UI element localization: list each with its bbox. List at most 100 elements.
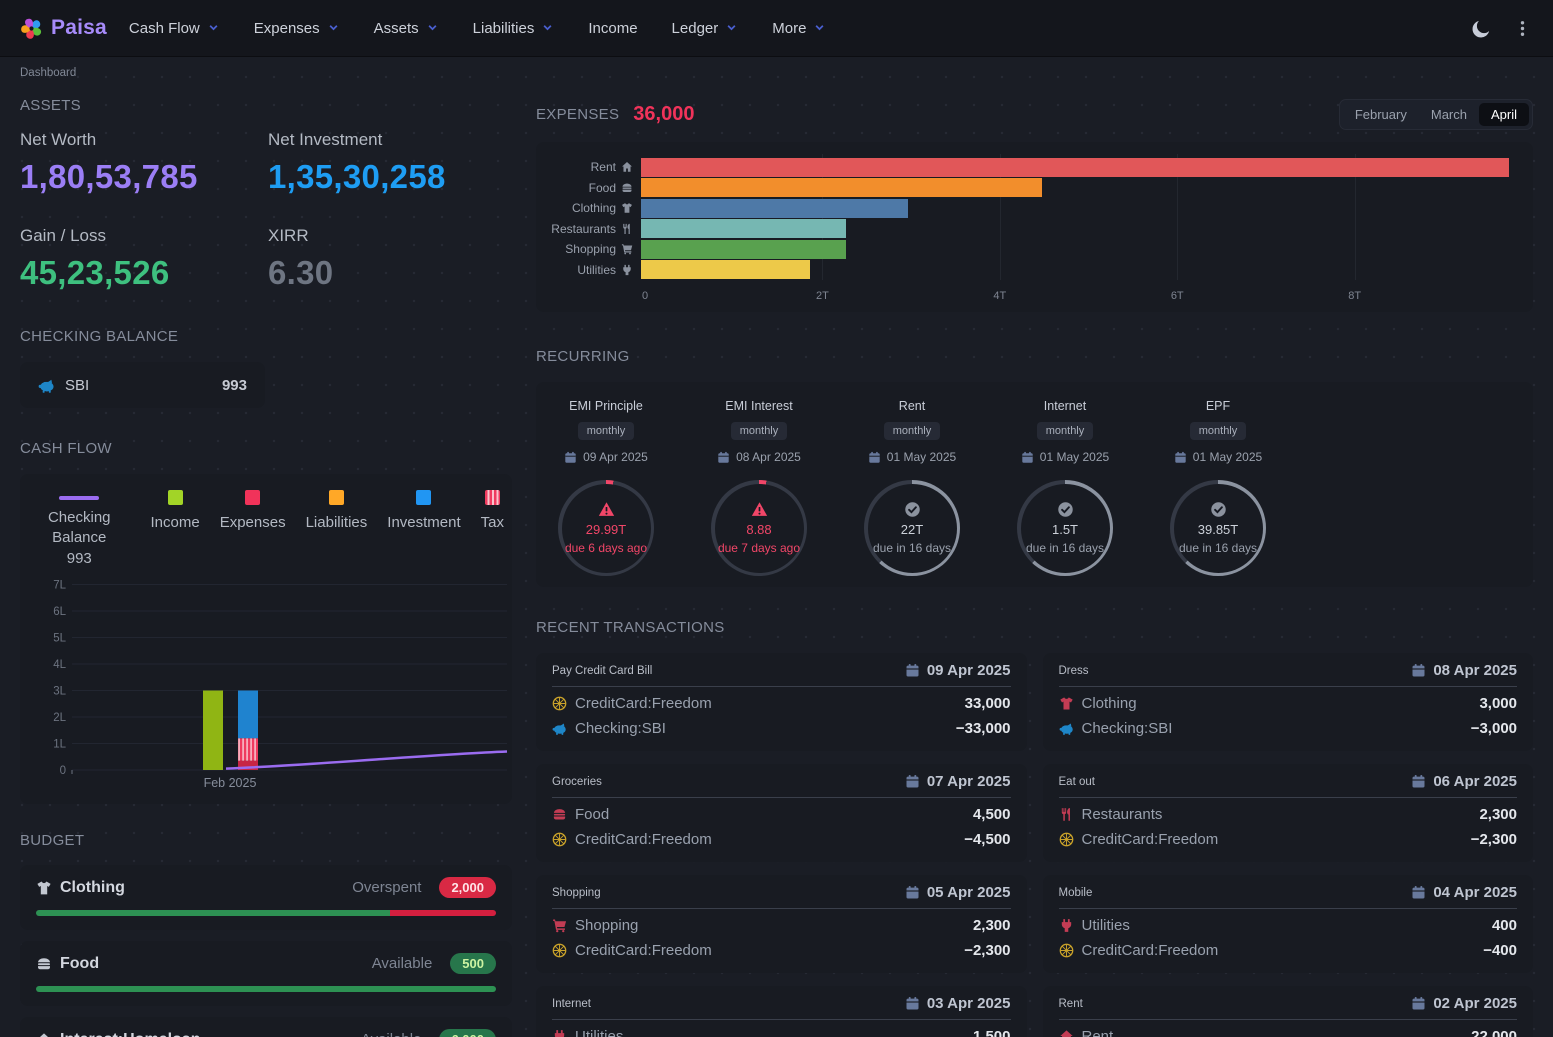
nav-item-cash-flow[interactable]: Cash Flow xyxy=(129,20,220,37)
recurring-name: EPF xyxy=(1206,399,1230,413)
coin-icon xyxy=(1059,943,1074,958)
expense-category-name: Utilities xyxy=(577,263,616,277)
posting-amount: 1,500 xyxy=(973,1028,1011,1037)
budget-status-label: Overspent xyxy=(352,879,421,896)
budget-progress-bar xyxy=(36,910,496,916)
transaction-payee: Pay Credit Card Bill xyxy=(552,665,905,677)
recurring-date: 09 Apr 2025 xyxy=(564,450,648,464)
tab-february[interactable]: February xyxy=(1343,103,1419,126)
posting-account: CreditCard:Freedom xyxy=(575,831,956,848)
posting-account: CreditCard:Freedom xyxy=(1082,831,1463,848)
legend-label: Expenses xyxy=(220,513,286,533)
paisa-logo-icon xyxy=(18,15,45,42)
transaction-date: 03 Apr 2025 xyxy=(905,995,1011,1012)
recurring-date-text: 01 May 2025 xyxy=(887,450,956,464)
chevron-icon xyxy=(426,22,439,35)
transaction-card-mobile[interactable]: Mobile04 Apr 2025Utilities400CreditCard:… xyxy=(1043,875,1534,973)
legend-item-investment[interactable]: Investment xyxy=(387,490,460,533)
account-balance: 993 xyxy=(222,377,247,394)
transaction-date-text: 05 Apr 2025 xyxy=(927,884,1011,901)
transaction-date: 09 Apr 2025 xyxy=(905,662,1011,679)
transaction-card-groceries[interactable]: Groceries07 Apr 2025Food4,500CreditCard:… xyxy=(536,764,1027,862)
legend-item-checking-balance[interactable]: Checking Balance 993 xyxy=(28,490,131,569)
legend-label: Tax xyxy=(481,513,504,533)
recurring-date: 08 Apr 2025 xyxy=(717,450,801,464)
expenses-chart-axis: 02T4T6T8T xyxy=(645,290,1509,304)
legend-item-expenses[interactable]: Expenses xyxy=(220,490,286,533)
dashboard-page: Dashboard ASSETS Net Worth1,80,53,785Net… xyxy=(0,57,1553,1037)
legend-swatch xyxy=(59,496,99,500)
recurring-date-text: 08 Apr 2025 xyxy=(736,450,801,464)
transaction-card-internet[interactable]: Internet03 Apr 2025Utilities1,500CreditC… xyxy=(536,986,1027,1037)
legend-item-tax[interactable]: Tax xyxy=(481,490,504,533)
nav-item-more[interactable]: More xyxy=(772,20,826,37)
chevron-icon xyxy=(541,22,554,35)
check-icon xyxy=(1057,501,1074,518)
nav-item-ledger[interactable]: Ledger xyxy=(672,20,739,37)
breadcrumb: Dashboard xyxy=(20,67,1533,79)
expense-row-rent: Rent xyxy=(536,157,1529,178)
transaction-card-dress[interactable]: Dress08 Apr 2025Clothing3,000Checking:SB… xyxy=(1043,653,1534,751)
app-logo[interactable]: Paisa xyxy=(18,15,107,42)
expense-category-label: Utilities xyxy=(536,263,633,277)
legend-item-income[interactable]: Income xyxy=(151,490,200,533)
posting-row: Shopping2,300 xyxy=(552,913,1011,938)
nav-item-liabilities[interactable]: Liabilities xyxy=(473,20,555,37)
stat-net-investment: Net Investment1,35,30,258 xyxy=(268,130,512,196)
posting-row: Restaurants2,300 xyxy=(1059,802,1518,827)
transaction-payee: Groceries xyxy=(552,776,905,788)
posting-amount: −400 xyxy=(1483,942,1517,959)
recurring-date: 01 May 2025 xyxy=(1021,450,1109,464)
budget-amount-badge: 500 xyxy=(450,953,496,974)
posting-account: Checking:SBI xyxy=(1082,720,1463,737)
recurring-due-text: due in 16 days xyxy=(1179,541,1257,555)
transaction-date-text: 04 Apr 2025 xyxy=(1433,884,1517,901)
legend-item-liabilities[interactable]: Liabilities xyxy=(306,490,368,533)
check-icon xyxy=(904,501,921,518)
posting-account: Utilities xyxy=(575,1028,965,1037)
cashflow-chart: 01L2L3L4L5L6L7LFeb 2025 xyxy=(20,569,512,798)
recurring-amount: 39.85T xyxy=(1198,522,1238,537)
recurring-amount: 29.99T xyxy=(586,522,626,537)
moon-icon[interactable] xyxy=(1471,18,1492,39)
home-icon xyxy=(36,1032,52,1037)
expense-category-name: Restaurants xyxy=(551,222,616,236)
posting-account: Checking:SBI xyxy=(575,720,948,737)
recurring-due-text: due in 16 days xyxy=(1026,541,1104,555)
posting-account: Restaurants xyxy=(1082,806,1472,823)
kebab-menu-icon[interactable] xyxy=(1514,20,1531,37)
divider xyxy=(552,797,1011,798)
nav-item-expenses[interactable]: Expenses xyxy=(254,20,340,37)
plug-icon xyxy=(552,1029,567,1037)
legend-label: Investment xyxy=(387,513,460,533)
coin-icon xyxy=(552,696,567,711)
budget-progress-segment xyxy=(36,986,496,992)
posting-account: Utilities xyxy=(1082,917,1484,934)
tab-march[interactable]: March xyxy=(1419,103,1479,126)
account-card-sbi[interactable]: SBI993 xyxy=(20,362,265,408)
transaction-date: 07 Apr 2025 xyxy=(905,773,1011,790)
burger-icon xyxy=(552,807,567,822)
posting-amount: 3,000 xyxy=(1479,695,1517,712)
posting-account: CreditCard:Freedom xyxy=(1082,942,1476,959)
transaction-card-shopping[interactable]: Shopping05 Apr 2025Shopping2,300CreditCa… xyxy=(536,875,1027,973)
stat-value: 6.30 xyxy=(268,254,512,292)
cart-icon xyxy=(552,918,567,933)
transaction-card-pay-credit-card-bill[interactable]: Pay Credit Card Bill09 Apr 2025 CreditCar… xyxy=(536,653,1027,751)
transaction-payee: Eat out xyxy=(1059,776,1412,788)
posting-row: Checking:SBI−33,000 xyxy=(552,716,1011,741)
tab-april[interactable]: April xyxy=(1479,103,1529,126)
posting-row: CreditCard:Freedom −2,300 xyxy=(1059,827,1518,852)
recurring-period-badge: monthly xyxy=(884,422,941,440)
nav-item-assets[interactable]: Assets xyxy=(374,20,439,37)
posting-row: Utilities400 xyxy=(1059,913,1518,938)
transaction-card-eat-out[interactable]: Eat out06 Apr 2025Restaurants2,300Credit… xyxy=(1043,764,1534,862)
stat-label: XIRR xyxy=(268,226,512,246)
expense-row-shopping: Shopping xyxy=(536,239,1529,260)
svg-text:5L: 5L xyxy=(53,632,66,644)
posting-account: CreditCard:Freedom xyxy=(575,695,957,712)
transaction-card-rent[interactable]: Rent02 Apr 2025Rent22,000CreditCard:Free… xyxy=(1043,986,1534,1037)
home-icon xyxy=(1059,1029,1074,1037)
nav-item-income[interactable]: Income xyxy=(588,20,637,37)
posting-amount: −2,300 xyxy=(1471,831,1517,848)
